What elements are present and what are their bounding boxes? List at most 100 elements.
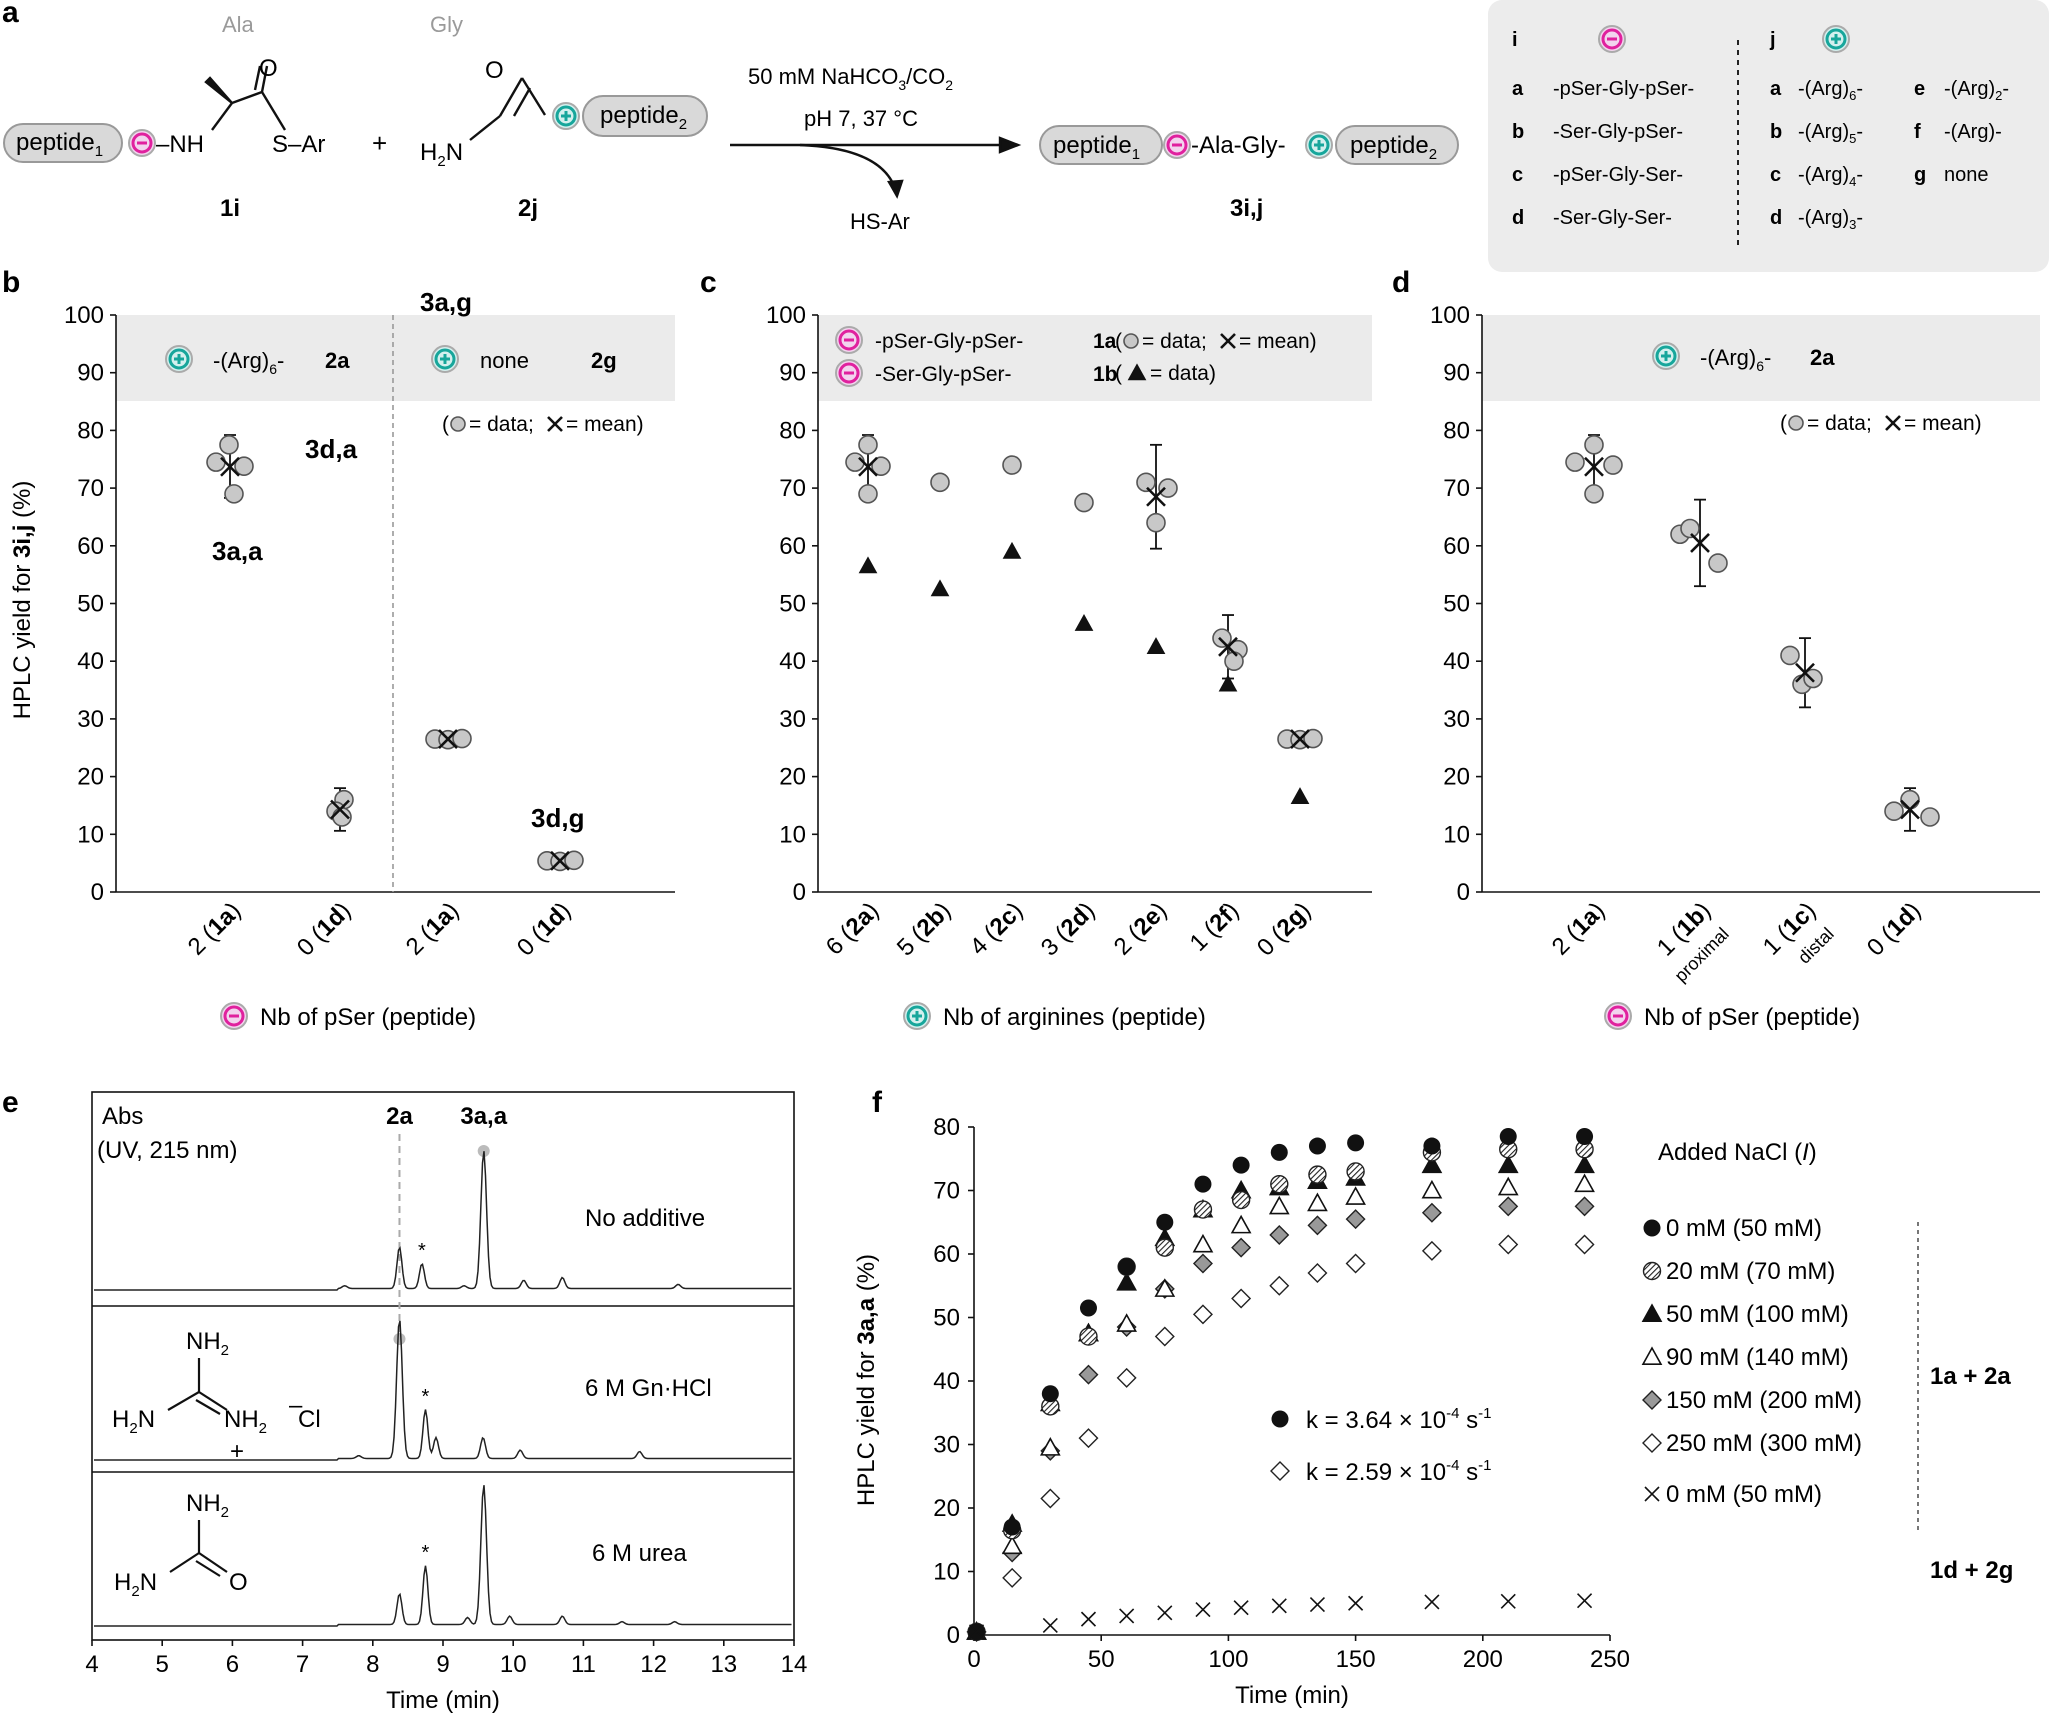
- legend-label: 0 mM (50 mM): [1666, 1481, 1822, 1508]
- data-point: [1002, 1567, 1023, 1588]
- y-tick-label: 20: [779, 764, 806, 791]
- y-tick-label: 70: [933, 1178, 960, 1205]
- legend-i-key: d: [1512, 207, 1524, 229]
- category-3: 3d,g 0 (1d): [512, 803, 585, 962]
- legend-box-items: a -pSer-Gly-pSer-b -Ser-Gly-pSer-c -pSer-Gl…: [1512, 78, 2009, 232]
- product-peptide2-pill: [1335, 125, 1459, 165]
- legend-label: 90 mM (140 mM): [1666, 1344, 1849, 1371]
- legend-marker: [1642, 1261, 1662, 1281]
- impurity-star: *: [422, 1386, 430, 1408]
- triangle-point: [1146, 637, 1166, 654]
- x-tick-label: 100: [1208, 1646, 1248, 1673]
- x-axis-label: Time (min): [386, 1687, 500, 1714]
- data-point: [858, 484, 878, 504]
- x-tick-label: 5 (2b): [892, 897, 956, 961]
- data-point: [564, 850, 584, 871]
- charge-ring: [906, 1005, 928, 1027]
- y-tick-label: 0: [947, 1622, 960, 1649]
- mean-marker: [1146, 486, 1166, 507]
- y-tick-label: 40: [933, 1368, 960, 1395]
- trace-label: 6 M Gn·HCl: [585, 1375, 712, 1402]
- cross-b: [547, 416, 563, 432]
- nh-label: –NH: [156, 131, 204, 158]
- triangle-point: [1218, 674, 1238, 692]
- plot-frame: [91, 1091, 795, 1641]
- charge-ring: [1607, 1005, 1629, 1027]
- legend-compound: 1a: [1093, 330, 1117, 353]
- cross-b: [1309, 1596, 1326, 1613]
- legend-i-label: -pSer-Gly-pSer-: [1553, 78, 1694, 100]
- note-circle-icon: [450, 416, 466, 432]
- legend-j-label: -(Arg)5-: [1798, 121, 1863, 146]
- data-point: [1136, 472, 1156, 493]
- cross-b: [1290, 729, 1310, 750]
- data-point: [1080, 1611, 1097, 1627]
- h2n-label: H2N: [420, 139, 463, 170]
- impurity-star: *: [422, 1542, 430, 1564]
- compound-1i: 1i: [220, 195, 240, 222]
- y-tick-label: 50: [1443, 591, 1470, 618]
- x-tick-label: 0 (1d): [292, 897, 356, 961]
- triangle-point: [1290, 787, 1310, 804]
- legend-plus-icon: [1822, 25, 1850, 53]
- data-point: [224, 484, 244, 504]
- panel-c: c 0 10 20 30 40 50 60 70 80 90 100 -pSer-Gly-pSer- 1a…: [700, 266, 1372, 1031]
- point-label: 3a,g: [420, 287, 472, 317]
- peptide1-pill: [3, 123, 123, 163]
- ala-structure: [204, 65, 287, 131]
- legend-marker: [1641, 1346, 1663, 1365]
- category-1: 1 (1b)proximal: [1652, 498, 1733, 986]
- panel-b: b 0 10 20 30 40 50 60 70 80 90 100 HPLC yield for 3i…: [2, 266, 675, 1031]
- data-point: [1500, 1593, 1516, 1609]
- data-point: [1780, 645, 1800, 666]
- data-point: [1269, 1224, 1290, 1245]
- data-point: [1231, 1237, 1252, 1258]
- data-point: [1146, 512, 1166, 533]
- s-ar-label: S–Ar: [272, 131, 325, 158]
- data-point: [1270, 1174, 1289, 1194]
- legend-j-label: -(Arg)3-: [1798, 207, 1863, 232]
- y-tick-label: 90: [1443, 360, 1470, 387]
- data-point: [1231, 1288, 1252, 1309]
- y-tick-label: 10: [77, 821, 104, 848]
- peptide2-label: peptide2: [600, 102, 687, 133]
- legend: Added NaCl (I) 0 mM (50 mM) 20 mM (70 mM) 5…: [1641, 1139, 2013, 1584]
- mean-marker: [220, 456, 240, 477]
- data-point: [1041, 1385, 1059, 1403]
- cross-b: [330, 799, 350, 820]
- legend-marker: [1642, 1390, 1662, 1410]
- category-1: 3d,a 0 (1d): [292, 434, 358, 962]
- gn-bond-right: [198, 1391, 228, 1411]
- y-label-uv: (UV, 215 nm): [97, 1137, 238, 1164]
- cross-b: [1220, 333, 1236, 349]
- data-point: [1708, 553, 1728, 573]
- y-tick-label: 60: [77, 533, 104, 560]
- category-3: 0 (1d): [1862, 787, 1940, 962]
- data-point: [1271, 1598, 1287, 1614]
- header-label: -(Arg)6-: [1700, 345, 1771, 374]
- condition-buffer: 50 mM NaHCO3/CO2: [748, 64, 953, 93]
- data-point: [1192, 1304, 1213, 1325]
- y-tick-label: 80: [1443, 417, 1470, 444]
- y-tick-label: 10: [779, 821, 806, 848]
- x-tick-label: 0 (1d): [512, 897, 576, 961]
- data-point: [1348, 1595, 1364, 1611]
- category-0: 2 (1a): [1547, 434, 1623, 961]
- data-point: [1040, 1488, 1061, 1509]
- legend-label: -pSer-Gly-pSer-: [875, 330, 1023, 353]
- data-point: [1574, 1154, 1595, 1174]
- y-axis-label: HPLC yield for 3a,a (%): [853, 1254, 880, 1506]
- gly-o-label: O: [485, 57, 504, 84]
- header-left-compound: 2a: [325, 348, 350, 373]
- gn-plus: +: [230, 1438, 244, 1465]
- panel-d: d 0 10 20 30 40 50 60 70 80 90 100 -(Arg)6- 2a (= data…: [1392, 266, 2040, 1031]
- data-point: [1003, 1518, 1021, 1536]
- mean-marker: [1290, 729, 1310, 750]
- x-axis-label: Time (min): [1235, 1682, 1349, 1709]
- legend-j-key: b: [1770, 121, 1782, 143]
- cross-b: [1157, 1605, 1173, 1621]
- data-point: [1423, 1137, 1441, 1155]
- cross-b: [438, 729, 458, 750]
- legend-group-2: 1d + 2g: [1930, 1557, 2013, 1584]
- data-point: [1116, 1367, 1137, 1388]
